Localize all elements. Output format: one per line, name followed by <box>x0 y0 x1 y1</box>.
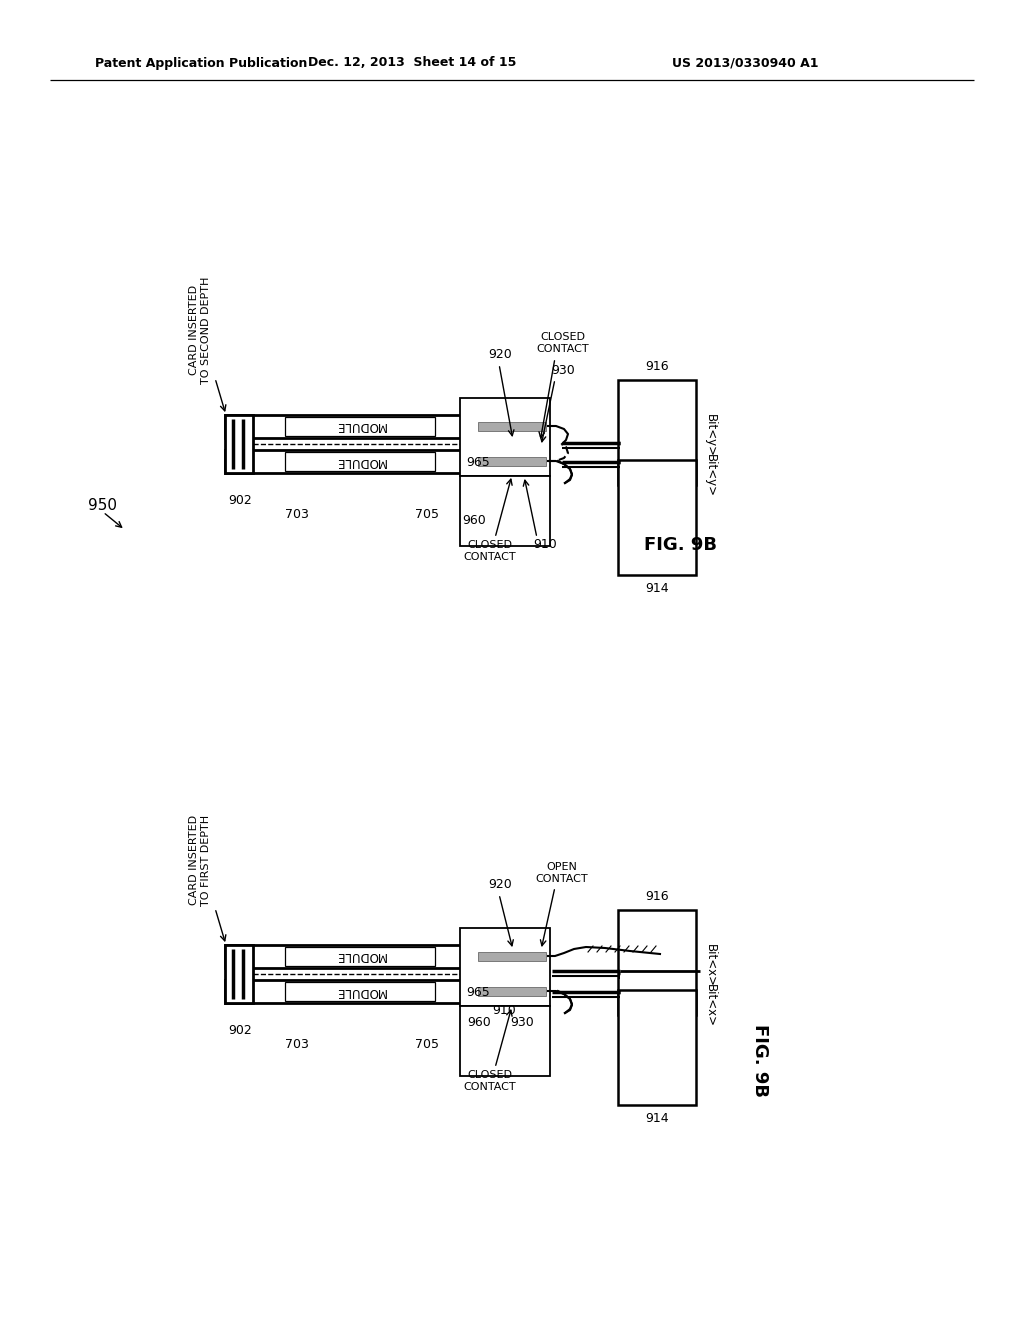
Text: MODULE: MODULE <box>335 985 385 998</box>
Bar <box>285 982 435 1001</box>
Text: 920: 920 <box>488 879 512 891</box>
Text: FIG. 9B: FIG. 9B <box>751 1023 769 1097</box>
Text: 910: 910 <box>534 539 557 552</box>
Bar <box>225 979 510 1003</box>
Text: 965: 965 <box>466 455 489 469</box>
Text: 902: 902 <box>228 1023 252 1036</box>
Text: CLOSED: CLOSED <box>541 333 586 342</box>
Text: CARD INSERTED
TO FIRST DEPTH: CARD INSERTED TO FIRST DEPTH <box>189 814 211 906</box>
Text: 950: 950 <box>88 498 117 512</box>
Text: 930: 930 <box>510 1015 534 1028</box>
Text: 960: 960 <box>467 1015 490 1028</box>
Bar <box>618 459 696 576</box>
Bar <box>225 945 510 968</box>
Bar <box>225 450 510 473</box>
Text: 705: 705 <box>415 1039 439 1052</box>
Text: Bit<y>: Bit<y> <box>703 454 717 496</box>
Text: 703: 703 <box>285 1039 309 1052</box>
Text: 910: 910 <box>492 1003 516 1016</box>
Bar <box>285 946 435 966</box>
Text: Bit<x>: Bit<x> <box>703 944 717 986</box>
Text: 930: 930 <box>551 363 574 376</box>
Text: Bit<y>: Bit<y> <box>703 413 717 457</box>
Bar <box>618 909 696 1015</box>
Bar <box>460 928 550 1006</box>
Text: MODULE: MODULE <box>335 454 385 467</box>
Text: 916: 916 <box>645 890 669 903</box>
Bar <box>285 451 435 471</box>
Bar <box>618 380 696 484</box>
Bar <box>478 422 546 432</box>
Text: Patent Application Publication: Patent Application Publication <box>95 57 307 70</box>
Text: Bit<x>: Bit<x> <box>703 983 717 1027</box>
Text: 960: 960 <box>462 513 485 527</box>
Bar <box>225 414 253 473</box>
Text: 902: 902 <box>228 494 252 507</box>
Text: CLOSED: CLOSED <box>468 540 512 550</box>
Text: CONTACT: CONTACT <box>537 345 590 354</box>
Text: MODULE: MODULE <box>335 949 385 962</box>
Text: US 2013/0330940 A1: US 2013/0330940 A1 <box>672 57 818 70</box>
Bar <box>618 990 696 1105</box>
Text: 916: 916 <box>645 359 669 372</box>
Text: 914: 914 <box>645 1113 669 1126</box>
Text: 965: 965 <box>466 986 489 998</box>
Bar <box>285 417 435 436</box>
Text: 703: 703 <box>285 508 309 521</box>
Text: 920: 920 <box>488 348 512 362</box>
Bar <box>478 952 546 961</box>
Text: CONTACT: CONTACT <box>536 874 589 884</box>
Bar <box>225 945 253 1003</box>
Text: CARD INSERTED
TO SECOND DEPTH: CARD INSERTED TO SECOND DEPTH <box>189 276 211 384</box>
Bar <box>478 457 546 466</box>
Text: OPEN: OPEN <box>547 862 578 873</box>
Text: MODULE: MODULE <box>335 420 385 433</box>
Text: CLOSED: CLOSED <box>468 1071 512 1080</box>
Bar <box>460 399 550 477</box>
Text: 914: 914 <box>645 582 669 595</box>
Text: Dec. 12, 2013  Sheet 14 of 15: Dec. 12, 2013 Sheet 14 of 15 <box>308 57 516 70</box>
Bar <box>460 1006 550 1076</box>
Text: FIG. 9B: FIG. 9B <box>643 536 717 554</box>
Bar <box>478 987 546 997</box>
Bar <box>460 477 550 546</box>
Text: CONTACT: CONTACT <box>464 1082 516 1092</box>
Bar <box>225 414 510 438</box>
Text: CONTACT: CONTACT <box>464 552 516 562</box>
Text: 705: 705 <box>415 508 439 521</box>
